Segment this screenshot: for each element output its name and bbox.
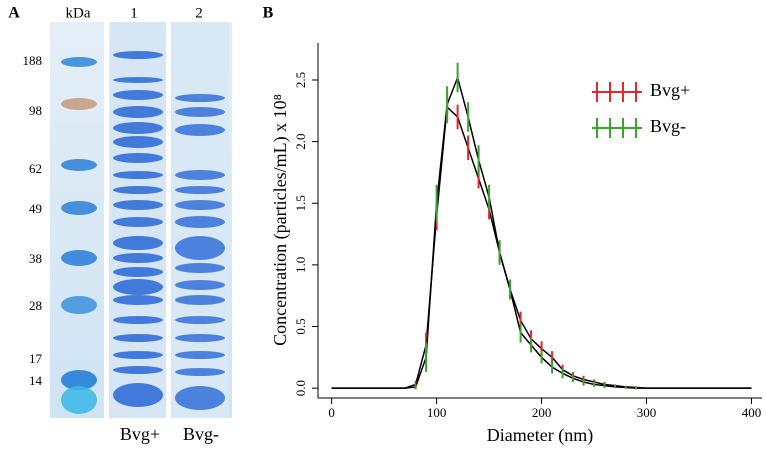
band [113,153,163,163]
band [113,90,163,100]
band [61,250,97,266]
band [175,263,225,273]
band [61,386,97,414]
band [113,316,163,324]
band [175,170,225,180]
x-tick-label: 100 [427,405,447,420]
band [113,186,163,194]
band [113,295,163,305]
y-tick-label: 0.0 [293,380,308,396]
band [113,334,163,342]
lane-gap [104,22,109,418]
y-tick-label: 2.0 [293,133,308,149]
band [175,216,225,228]
band [175,368,225,376]
gel [50,22,232,418]
x-tick-label: 0 [328,405,335,420]
band [113,136,163,148]
y-tick-label: 0.5 [293,318,308,334]
lane-header: 2 [195,5,203,21]
y-tick-label: 1.0 [293,257,308,273]
band [113,253,163,263]
x-axis-label: Diameter (nm) [487,425,593,446]
y-tick-label: 1.5 [293,195,308,211]
marker-label: 49 [29,201,42,216]
band [113,171,163,179]
band [113,77,163,83]
lane-gap [166,22,171,418]
band [113,383,163,407]
x-tick-label: 200 [532,405,552,420]
legend-label: Bvg- [650,116,686,136]
panel-label: B [263,5,274,22]
marker-label: 17 [29,351,43,366]
band [175,334,225,342]
band [61,57,97,67]
band [61,98,97,110]
bands [61,51,225,414]
band [175,316,225,324]
band [175,200,225,210]
band [61,159,97,171]
marker-label: 38 [29,251,42,266]
band [113,267,163,277]
band [113,217,163,227]
band [113,366,163,374]
band [61,296,97,314]
band [113,51,163,59]
lane-header: kDa [66,5,91,21]
marker-label: 98 [29,103,42,118]
band [113,106,163,118]
band [113,236,163,250]
band [113,351,163,359]
band [113,122,163,134]
marker-label: 28 [29,298,42,313]
band [175,186,225,194]
legend-label: Bvg+ [650,80,690,100]
band [61,201,97,215]
y-axis-label: Concentration (particles/mL) x 10⁸ [270,94,291,346]
chart: 0.0 0.5 1.0 1.5 2.0 2.5 0 100 200 300 400 Diameter … [270,43,762,446]
lane-label: Bvg+ [120,424,160,444]
panel-label: A [8,5,20,22]
band [61,370,97,390]
marker-label: 14 [29,373,43,388]
band [175,280,225,290]
marker-label: 188 [23,53,43,68]
band [175,386,225,410]
band [113,279,163,295]
x-tick-label: 300 [637,405,657,420]
band [113,200,163,210]
lane-header: 1 [130,5,138,21]
marker-label: 62 [29,161,42,176]
band [175,236,225,260]
lane-label: Bvg- [183,424,219,444]
band [175,351,225,359]
y-tick-label: 2.5 [293,72,308,88]
band [175,295,225,305]
x-tick-label: 400 [742,405,762,420]
band [175,94,225,102]
marker-labels: 188 98 62 49 38 28 17 14 [23,53,43,388]
band [175,124,225,136]
band [175,107,225,117]
